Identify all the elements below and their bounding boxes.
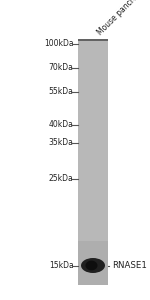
Text: 100kDa: 100kDa bbox=[44, 39, 74, 48]
Ellipse shape bbox=[81, 258, 105, 273]
Text: 15kDa: 15kDa bbox=[49, 261, 74, 270]
Text: 55kDa: 55kDa bbox=[49, 87, 74, 96]
Text: 70kDa: 70kDa bbox=[49, 63, 74, 72]
Text: 25kDa: 25kDa bbox=[49, 174, 74, 183]
Bar bbox=[78, 40, 108, 285]
Text: Mouse pancreas: Mouse pancreas bbox=[95, 0, 146, 38]
Text: 40kDa: 40kDa bbox=[49, 120, 74, 129]
Text: RNASE1: RNASE1 bbox=[112, 261, 147, 270]
Ellipse shape bbox=[85, 261, 98, 270]
Text: 35kDa: 35kDa bbox=[49, 138, 74, 147]
Bar bbox=[78, 241, 108, 285]
